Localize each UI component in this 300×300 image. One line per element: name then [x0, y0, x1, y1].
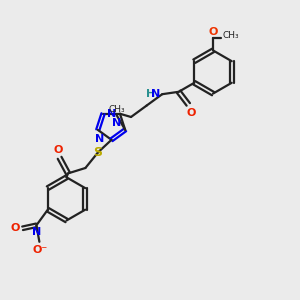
Text: N: N	[32, 227, 41, 237]
Text: N: N	[107, 109, 116, 119]
Text: CH₃: CH₃	[109, 105, 125, 114]
Text: N: N	[152, 88, 161, 99]
Text: CH₃: CH₃	[223, 31, 239, 40]
Text: O: O	[186, 108, 195, 118]
Text: O⁻: O⁻	[32, 245, 48, 255]
Text: N: N	[95, 134, 104, 144]
Text: O: O	[10, 223, 20, 233]
Text: O: O	[53, 145, 62, 155]
Text: H: H	[146, 88, 156, 99]
Text: S: S	[93, 146, 102, 160]
Text: N: N	[112, 118, 122, 128]
Text: O: O	[209, 27, 218, 37]
